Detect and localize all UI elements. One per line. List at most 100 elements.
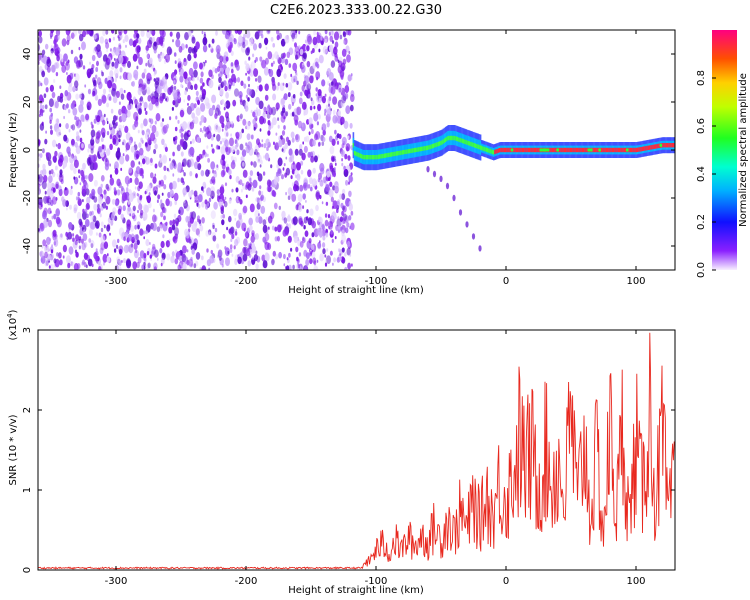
noise-speckle: [285, 111, 289, 117]
noise-speckle: [220, 169, 225, 178]
noise-speckle: [216, 145, 219, 150]
noise-speckle: [186, 80, 189, 84]
noise-speckle: [106, 48, 109, 53]
noise-speckle: [229, 248, 233, 254]
noise-speckle: [157, 257, 159, 261]
noise-speckle: [66, 74, 72, 84]
noise-speckle: [133, 69, 139, 79]
trace-core: [421, 146, 423, 152]
noise-speckle: [136, 45, 141, 53]
trace-core: [621, 147, 623, 153]
noise-speckle: [149, 124, 152, 129]
noise-speckle: [130, 233, 135, 240]
x-tick-label: 100: [626, 576, 645, 587]
noise-speckle: [136, 239, 140, 246]
noise-speckle: [299, 91, 303, 97]
noise-speckle: [70, 125, 73, 129]
trace-core: [470, 141, 472, 147]
noise-speckle: [263, 106, 267, 113]
noise-speckle: [73, 176, 76, 180]
noise-speckle: [78, 218, 83, 226]
noise-speckle: [109, 134, 113, 140]
noise-speckle: [92, 215, 97, 223]
noise-speckle: [79, 182, 82, 186]
trace-core: [357, 152, 359, 157]
noise-speckle: [128, 244, 134, 254]
noise-speckle: [62, 160, 68, 168]
snr-y-label: SNR (10 * v/v): [8, 414, 19, 485]
noise-speckle: [38, 197, 43, 206]
noise-speckle: [145, 230, 148, 235]
noise-speckle: [126, 259, 132, 269]
noise-speckle: [286, 223, 289, 228]
trace-core: [503, 147, 506, 153]
noise-speckle: [257, 85, 260, 90]
noise-speckle: [303, 182, 308, 191]
trace-core: [484, 147, 487, 152]
noise-speckle: [63, 115, 65, 120]
noise-speckle: [75, 234, 80, 242]
noise-speckle: [194, 116, 199, 125]
x-tick-label: -300: [105, 576, 128, 587]
trace-core: [451, 135, 453, 141]
noise-speckle: [81, 41, 86, 51]
noise-speckle: [325, 259, 327, 263]
noise-speckle: [316, 121, 319, 126]
noise-speckle: [118, 30, 123, 36]
noise-speckle: [105, 205, 109, 210]
colorbar-tick-label: 0.8: [696, 70, 707, 86]
noise-speckle: [327, 74, 329, 78]
y-tick-label: 3: [22, 327, 33, 333]
noise-speckle: [164, 146, 168, 152]
noise-speckle: [304, 89, 308, 96]
noise-speckle: [143, 252, 147, 259]
noise-speckle: [306, 83, 312, 91]
noise-speckle: [49, 84, 55, 92]
noise-speckle: [250, 64, 253, 68]
snr-multiplier-open: (x10: [8, 318, 19, 341]
noise-speckle: [285, 83, 289, 88]
trace-core: [365, 155, 368, 160]
trace-core: [652, 144, 655, 150]
noise-speckle: [99, 36, 105, 44]
noise-speckle: [261, 191, 264, 195]
trace-core: [668, 143, 670, 148]
noise-speckle: [152, 176, 157, 184]
noise-speckle: [334, 236, 337, 240]
noise-speckle: [83, 252, 88, 260]
trace-core: [447, 135, 449, 141]
noise-speckle: [160, 262, 163, 267]
noise-speckle: [266, 112, 271, 119]
noise-speckle: [118, 248, 123, 255]
noise-speckle: [88, 173, 94, 182]
colorbar: 0.00.20.40.60.8 Normalized spectral ampl…: [696, 30, 749, 278]
noise-speckle: [254, 149, 258, 156]
noise-speckle: [108, 88, 111, 93]
noise-speckle: [347, 155, 351, 161]
noise-speckle: [267, 242, 272, 250]
noise-speckle: [286, 51, 291, 58]
trace-core: [625, 147, 627, 153]
trace-core: [517, 147, 519, 153]
noise-speckle: [297, 258, 300, 263]
noise-speckle: [247, 97, 250, 102]
noise-speckle: [289, 154, 295, 163]
noise-speckle: [120, 93, 125, 100]
noise-speckle: [55, 72, 59, 77]
noise-speckle: [154, 77, 160, 86]
noise-speckle: [216, 243, 220, 249]
noise-speckle: [184, 228, 189, 237]
trace-core: [475, 143, 477, 148]
secondary-trace-point: [458, 209, 463, 216]
noise-speckle: [140, 209, 144, 216]
noise-speckle: [186, 259, 190, 266]
secondary-trace-point: [426, 166, 430, 173]
noise-speckle: [219, 71, 223, 78]
noise-speckle: [218, 76, 222, 84]
noise-speckle: [38, 190, 41, 195]
noise-speckle: [49, 255, 52, 259]
noise-speckle: [283, 73, 287, 79]
noise-speckle: [65, 103, 69, 109]
noise-speckle: [191, 211, 196, 220]
noise-speckle: [65, 231, 69, 237]
